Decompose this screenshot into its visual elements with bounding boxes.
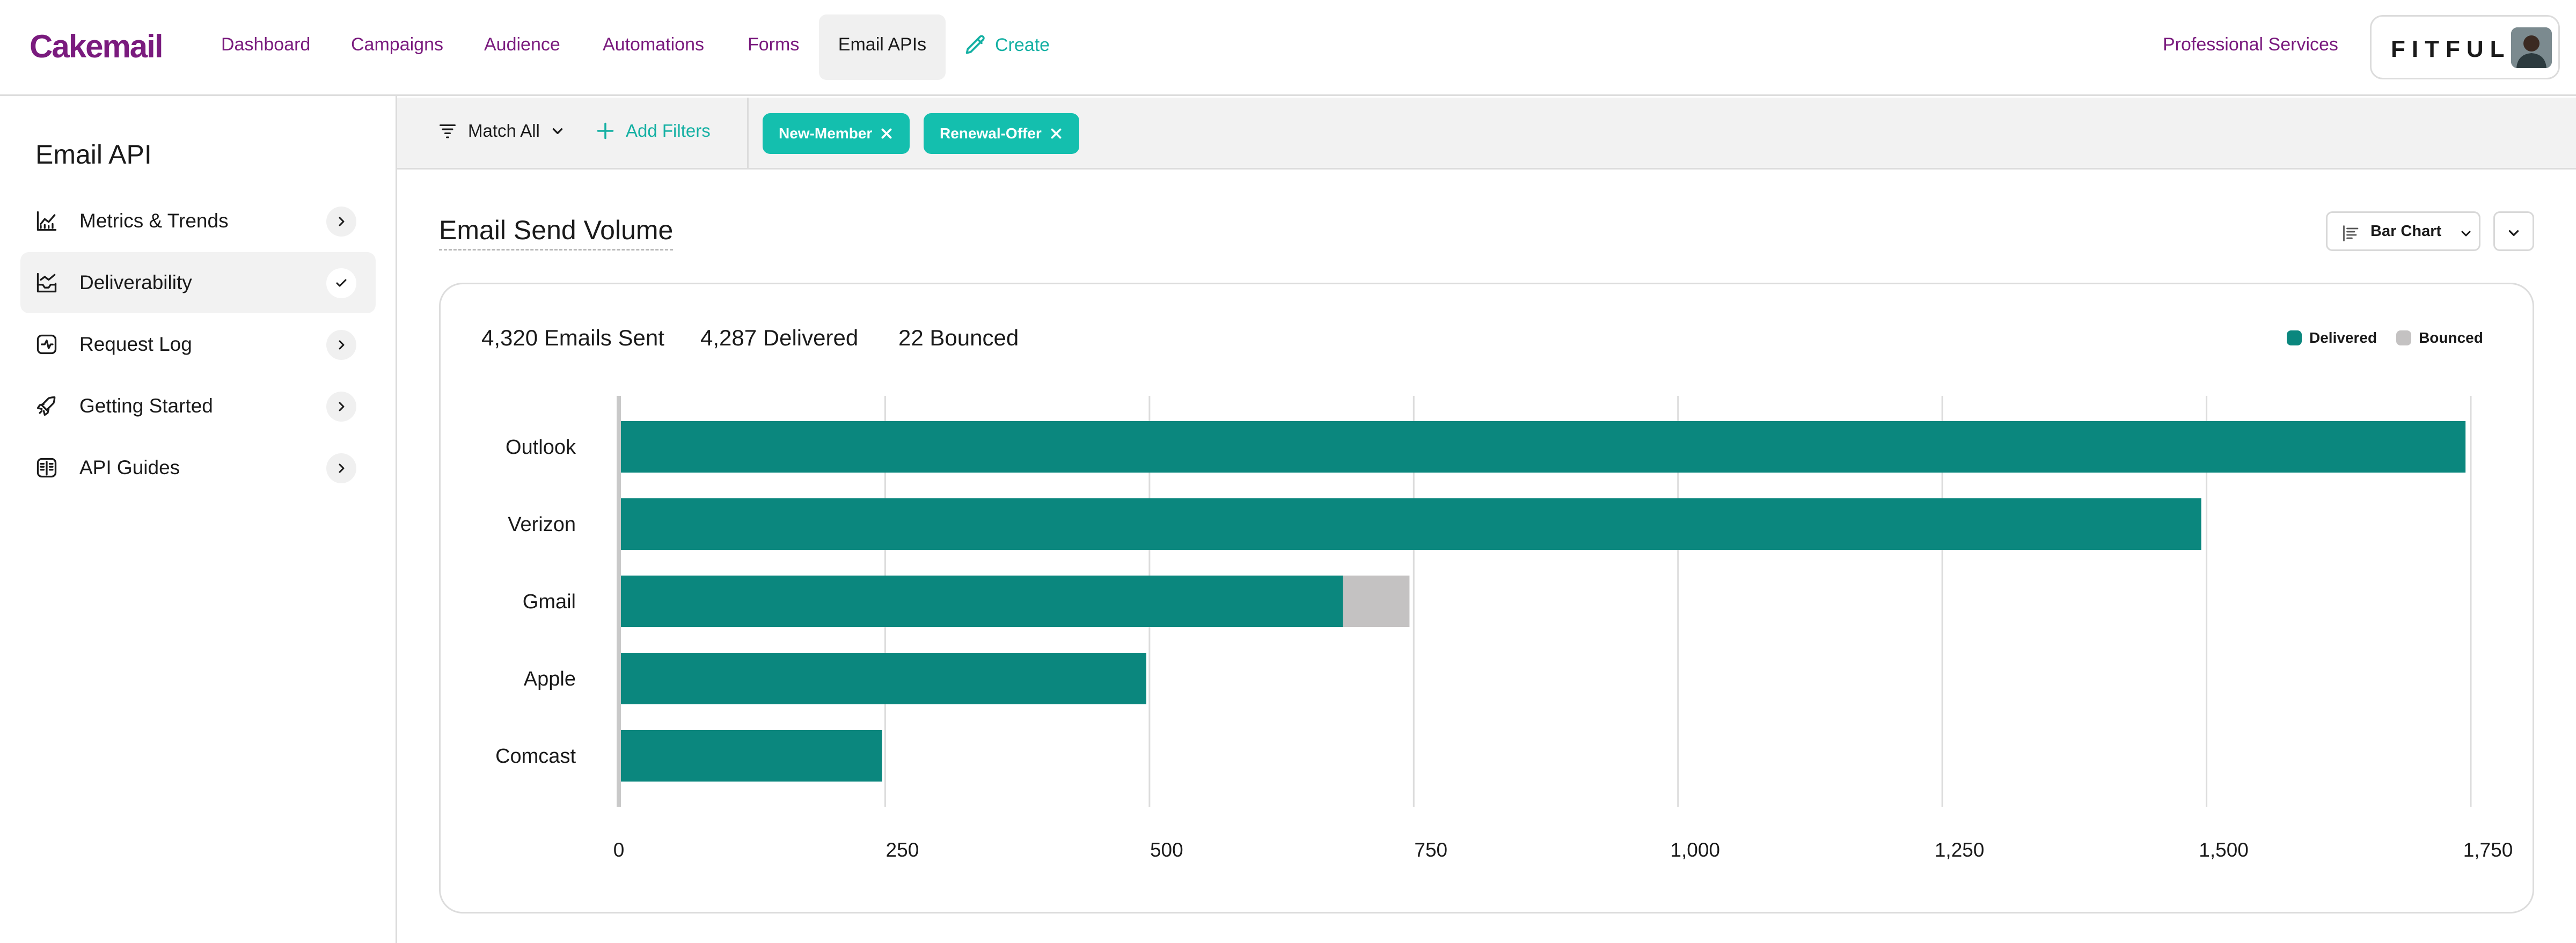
x-tick-label: 250 [886, 839, 919, 861]
sidebar-item-request-log[interactable]: Request Log [20, 314, 376, 375]
bar-delivered [621, 653, 1146, 704]
sidebar-item-label: Getting Started [79, 395, 213, 417]
x-tick-label: 0 [613, 839, 625, 861]
add-filters-button[interactable]: Add Filters [596, 121, 711, 141]
nav-campaigns[interactable]: Campaigns [351, 34, 443, 55]
sidebar-item-label: API Guides [79, 456, 180, 478]
sidebar-item-deliverability[interactable]: Deliverability [20, 252, 376, 313]
chevron-right-icon [326, 330, 356, 360]
chevron-down-icon [2508, 230, 2519, 236]
sidebar-item-label: Request Log [79, 333, 192, 355]
x-tick-label: 1,000 [1670, 839, 1720, 861]
top-navigation: Cakemail Dashboard Campaigns Audience Au… [0, 0, 2576, 96]
create-button[interactable]: Create [964, 33, 1050, 57]
match-all-label: Match All [468, 121, 540, 141]
inbox-chart-icon [36, 272, 57, 293]
bar-bounced [1343, 576, 1410, 627]
create-label: Create [995, 34, 1050, 55]
bar-chart-icon [2343, 225, 2359, 241]
sidebar: Email API Metrics & Trends Deliverabilit… [0, 96, 397, 943]
sidebar-item-getting-started[interactable]: Getting Started [20, 375, 376, 437]
nav-email-apis[interactable]: Email APIs [819, 14, 946, 80]
legend-swatch-bounced [2396, 330, 2412, 345]
book-icon [36, 458, 57, 478]
chevron-down-icon [2461, 231, 2471, 237]
page-title: Email Send Volume [439, 215, 674, 251]
close-icon[interactable] [1049, 127, 1063, 141]
professional-services-link[interactable]: Professional Services [2163, 34, 2338, 55]
plus-icon [597, 122, 614, 139]
bar-delivered [621, 730, 882, 782]
x-tick-label: 1,500 [2199, 839, 2249, 861]
category-label: Apple [524, 668, 576, 690]
filter-divider [747, 98, 749, 170]
sidebar-item-api-guides[interactable]: API Guides [20, 437, 376, 498]
nav-dashboard[interactable]: Dashboard [221, 34, 311, 55]
stat-bounced: 22 Bounced [898, 325, 1019, 350]
legend-swatch-delivered [2287, 330, 2302, 345]
sidebar-item-label: Deliverability [79, 271, 192, 293]
x-tick-label: 1,750 [2463, 839, 2513, 861]
sidebar-item-label: Metrics & Trends [79, 210, 229, 232]
nav-email-apis-label: Email APIs [838, 34, 927, 55]
x-tick-label: 750 [1414, 839, 1447, 861]
bar-delivered [621, 576, 1343, 627]
bar-delivered [621, 498, 2201, 550]
legend-label-delivered: Delivered [2309, 329, 2377, 346]
category-label: Outlook [506, 436, 576, 459]
chart-type-dropdown[interactable]: Bar Chart [2326, 211, 2480, 251]
avatar [2511, 27, 2552, 68]
x-tick-label: 500 [1150, 839, 1183, 861]
legend-label-bounced: Bounced [2419, 329, 2483, 346]
chevron-right-icon [326, 207, 356, 237]
stat-delivered: 4,287 Delivered [700, 325, 859, 350]
chart-line-icon [36, 211, 57, 231]
chevron-right-icon [326, 453, 356, 483]
filter-lines-icon [440, 124, 456, 138]
filter-bar: Match All Add Filters New-Member Renewal… [397, 98, 2576, 170]
filter-chip-new-member[interactable]: New-Member [763, 113, 910, 154]
close-icon[interactable] [880, 127, 894, 141]
rocket-icon [36, 396, 56, 416]
check-icon [326, 268, 356, 298]
match-all-dropdown[interactable]: Match All [438, 121, 565, 141]
nav-forms[interactable]: Forms [748, 34, 800, 55]
stat-emails-sent: 4,320 Emails Sent [481, 325, 664, 350]
nav-audience[interactable]: Audience [484, 34, 560, 55]
cakemail-logo[interactable]: Cakemail [30, 28, 163, 64]
request-log-icon [36, 334, 57, 355]
chart-type-label: Bar Chart [2370, 223, 2442, 240]
sidebar-title: Email API [35, 139, 152, 170]
chart-legend: Delivered Bounced [2287, 329, 2483, 347]
filter-chip-label: New-Member [779, 125, 873, 142]
bar-chart: 0 250 500 750 1,000 1,250 1,500 1,750 Outlook Ver… [495, 396, 2513, 861]
chart-card: 4,320 Emails Sent 4,287 Delivered 22 Bou… [439, 283, 2534, 913]
category-label: Gmail [523, 591, 576, 613]
brand-name: FITFUL [2391, 36, 2511, 62]
pencil-icon [965, 35, 985, 54]
filter-chip-label: Renewal-Offer [940, 125, 1042, 142]
more-options-button[interactable] [2493, 211, 2534, 251]
category-label: Comcast [495, 745, 576, 768]
sidebar-item-metrics-trends[interactable]: Metrics & Trends [20, 190, 376, 252]
y-axis-line [617, 396, 621, 807]
add-filters-label: Add Filters [626, 121, 711, 141]
filter-chip-renewal-offer[interactable]: Renewal-Offer [924, 113, 1079, 154]
chevron-right-icon [326, 392, 356, 422]
nav-automations[interactable]: Automations [603, 34, 704, 55]
bar-delivered [621, 421, 2466, 473]
chevron-down-icon [552, 128, 563, 134]
x-tick-label: 1,250 [1935, 839, 1985, 861]
account-switcher[interactable]: FITFUL [2370, 15, 2560, 79]
category-label: Verizon [508, 513, 576, 536]
